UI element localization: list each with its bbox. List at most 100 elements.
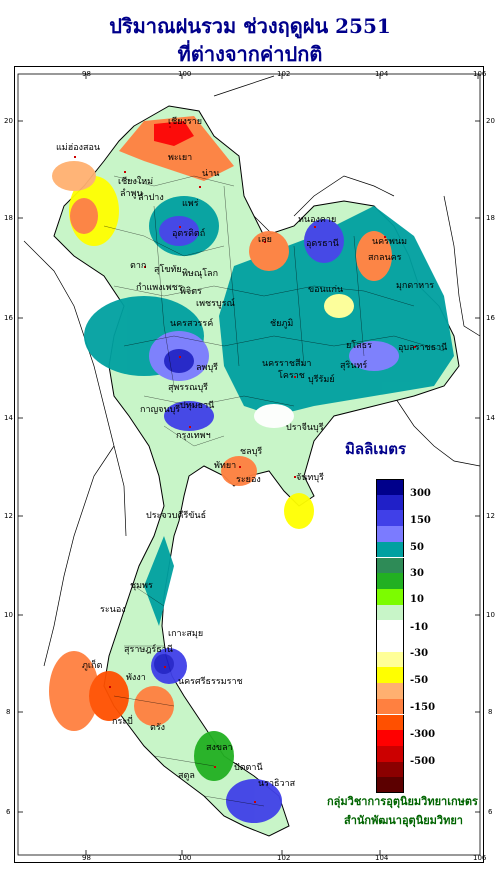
lat-tick-20: 20: [4, 117, 13, 125]
place-label: กรุงเทพฯ: [176, 431, 211, 441]
place-label: ชัยภูมิ: [270, 319, 294, 329]
lat-tick-10-right: 10: [486, 611, 495, 619]
place-label: สุพรรณบุรี: [168, 383, 208, 393]
legend-label: 30: [410, 568, 424, 579]
place-label: พิจิตร: [180, 287, 202, 297]
lon-tick-98-bottom: 98: [82, 854, 91, 862]
legend-label: -500: [410, 756, 436, 767]
place-label: ปทุมธานี: [180, 401, 215, 411]
lon-tick-100: 100: [178, 70, 192, 78]
lat-tick-6: 6: [6, 808, 11, 816]
map-title-line2: ที่ต่างจากค่าปกติ: [177, 42, 323, 66]
place-label: กาญจนบุรี: [140, 405, 181, 415]
place-label: สุราษฎร์ธานี: [124, 645, 173, 655]
lat-tick-6-right: 6: [488, 808, 493, 816]
credit-line2: สำนักพัฒนาอุตุนิยมวิทยา: [344, 814, 463, 827]
place-label: บุรีรัมย์: [308, 375, 335, 385]
lat-tick-16: 16: [4, 314, 13, 322]
place-label: อุบลราชธานี: [398, 343, 448, 353]
place-label: ลพบุรี: [196, 363, 218, 373]
place-label: ชลบุรี: [240, 447, 263, 457]
lat-tick-14-right: 14: [486, 414, 495, 422]
place-label: ขอนแก่น: [308, 285, 344, 295]
credit-line1: กลุ่มวิชาการอุตุนิยมวิทยาเกษตร: [327, 795, 478, 808]
map-title-line1: ปริมาณฝนรวม ช่วงฤดูฝน 2551: [109, 14, 391, 38]
place-label: โคราช: [278, 371, 305, 381]
place-label: ตาก: [130, 261, 147, 271]
place-label: พะเยา: [168, 153, 193, 163]
place-label: ระยอง: [236, 475, 261, 485]
legend-label: 150: [410, 515, 431, 526]
place-label: ประจวบคีรีขันธ์: [146, 511, 207, 521]
place-label: นราธิวาส: [258, 779, 296, 789]
place-label: เกาะสมุย: [168, 629, 204, 639]
legend-swatch: [376, 651, 404, 668]
legend-label: 10: [410, 594, 424, 605]
place-label: พัทยา: [214, 461, 237, 471]
place-label: นครพนม: [372, 237, 408, 247]
place-label: แพร่: [182, 199, 199, 209]
legend-swatch: [376, 761, 404, 778]
legend-swatch: [376, 541, 404, 558]
legend-swatch: [376, 777, 404, 793]
place-label: น่าน: [202, 169, 220, 179]
place-label: ระนอง: [100, 605, 126, 615]
legend-label: 300: [410, 488, 431, 499]
lat-tick-8: 8: [6, 708, 11, 716]
legend-label: -150: [410, 702, 436, 713]
legend-swatch: [376, 526, 404, 542]
legend-swatch: [376, 636, 404, 652]
place-label: ยโสธร: [346, 341, 372, 351]
legend-swatch: [376, 573, 404, 589]
legend-label: -50: [410, 675, 429, 686]
place-label: ชุมพร: [130, 581, 153, 591]
lat-tick-18: 18: [4, 214, 13, 222]
place-label: สงขลา: [206, 743, 233, 753]
legend-swatch: [376, 479, 404, 495]
place-label: ลำปาง: [138, 193, 164, 203]
legend-swatch: [376, 604, 404, 621]
place-label: สตูล: [178, 771, 195, 781]
legend-swatch: [376, 745, 404, 762]
legend-swatch: [376, 714, 404, 731]
place-label: แม่ฮ่องสอน: [56, 143, 101, 153]
lon-tick-100-bottom: 100: [178, 854, 192, 862]
legend-swatch: [376, 494, 404, 511]
place-label: สกลนคร: [368, 253, 402, 263]
lon-tick-102: 102: [277, 70, 291, 78]
place-label: ปราจีนบุรี: [286, 423, 324, 433]
lat-tick-12-right: 12: [486, 512, 495, 520]
place-label: จันทบุรี: [296, 473, 324, 483]
lat-tick-16-right: 16: [486, 314, 495, 322]
place-label: เพชรบูรณ์: [196, 299, 235, 309]
legend-swatch: [376, 667, 404, 684]
place-label: อุตรดิตถ์: [172, 229, 206, 239]
lat-tick-10: 10: [4, 611, 13, 619]
legend-swatch: [376, 730, 404, 746]
place-label: อุดรธานี: [306, 239, 339, 249]
lon-tick-104: 104: [375, 70, 389, 78]
lon-tick-98: 98: [82, 70, 91, 78]
place-label: กระบี่: [112, 717, 133, 727]
rainfall-anomaly-map: [17, 73, 481, 856]
lon-tick-104-bottom: 104: [375, 854, 389, 862]
lat-tick-14: 14: [4, 414, 13, 422]
place-label: หนองคาย: [298, 215, 337, 225]
place-label: เชียงใหม่: [118, 177, 154, 187]
lat-tick-12: 12: [4, 512, 13, 520]
place-label: เลย: [258, 235, 272, 245]
legend-label: -10: [410, 622, 429, 633]
legend-swatch: [376, 683, 404, 699]
place-label: สุรินทร์: [340, 361, 368, 371]
place-label: นครศรีธรรมราช: [178, 677, 243, 687]
place-label: มุกดาหาร: [396, 281, 435, 291]
place-label: สุโขทัย: [154, 265, 182, 275]
legend-swatch: [376, 510, 404, 527]
place-label: พิษณุโลก: [182, 269, 219, 279]
legend-swatch: [376, 620, 404, 636]
legend-label: -300: [410, 729, 436, 740]
lat-tick-20-right: 20: [486, 117, 495, 125]
place-label: ภูเก็ต: [82, 661, 103, 671]
legend-swatch: [376, 698, 404, 715]
place-label: นครสวรรค์: [170, 319, 214, 329]
